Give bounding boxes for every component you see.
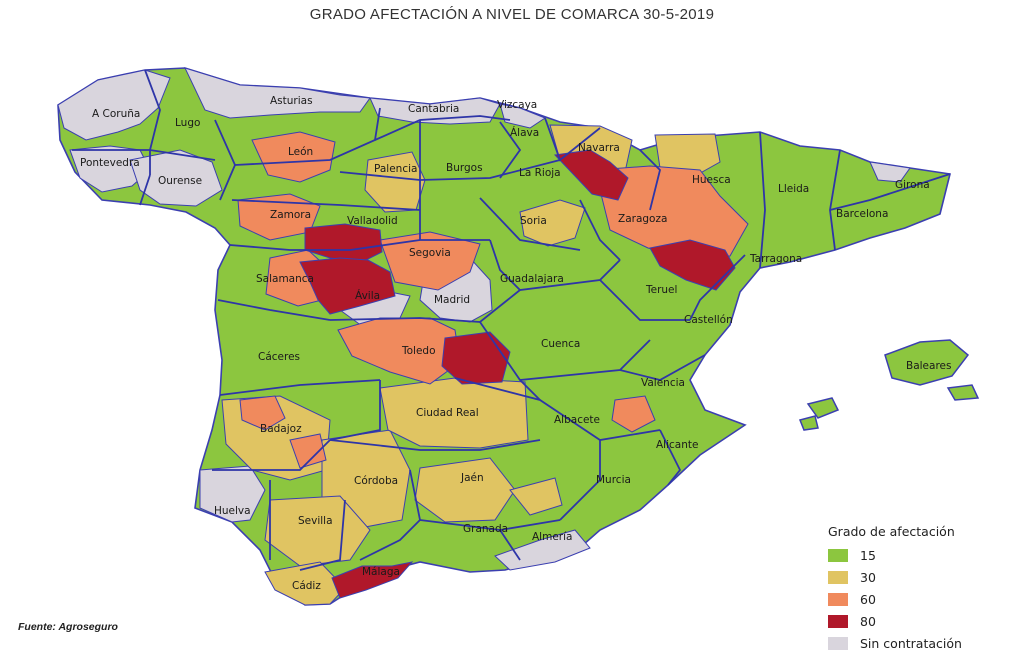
legend-label-15: 15 xyxy=(860,547,876,563)
label-cordoba: Córdoba xyxy=(354,475,398,487)
label-granada: Granada xyxy=(463,523,508,535)
label-avila: Ávila xyxy=(355,289,380,302)
label-valladolid: Valladolid xyxy=(347,215,398,227)
legend-item-30: 30 xyxy=(828,566,1018,588)
legend-item-sin-contratacion: Sin contratación xyxy=(828,632,1018,654)
label-murcia: Murcia xyxy=(596,474,631,486)
label-guadalajara: Guadalajara xyxy=(500,273,564,285)
legend-item-15: 15 xyxy=(828,544,1018,566)
label-baleares: Baleares xyxy=(906,360,951,372)
label-vizcaya: Vizcaya xyxy=(497,99,537,111)
map-legend: Grado de afectación 15 30 60 80 Sin cont… xyxy=(828,524,1018,654)
label-teruel: Teruel xyxy=(645,284,677,296)
source-note: Fuente: Agroseguro xyxy=(18,621,118,633)
legend-item-60: 60 xyxy=(828,588,1018,610)
province-labels: A Coruña Lugo Asturias Cantabria Vizcaya… xyxy=(80,95,951,592)
label-cadiz: Cádiz xyxy=(292,580,321,592)
label-la-rioja: La Rioja xyxy=(519,167,561,179)
legend-item-80: 80 xyxy=(828,610,1018,632)
legend-swatch-60 xyxy=(828,592,848,606)
legend-swatch-15 xyxy=(828,548,848,562)
legend-label-30: 30 xyxy=(860,569,876,585)
zones-level-30 xyxy=(221,124,721,606)
label-albacete: Albacete xyxy=(554,414,600,426)
label-leon: León xyxy=(288,146,313,158)
legend-label-sin-contratacion: Sin contratación xyxy=(860,635,962,651)
baleares-islands xyxy=(798,339,980,431)
label-alicante: Alicante xyxy=(656,439,698,451)
label-ciudad-real: Ciudad Real xyxy=(416,407,479,419)
label-cuenca: Cuenca xyxy=(541,338,580,350)
label-segovia: Segovia xyxy=(409,247,451,259)
label-huelva: Huelva xyxy=(214,505,251,517)
zones-level-80 xyxy=(299,149,736,599)
legend-swatch-80 xyxy=(828,614,848,628)
label-salamanca: Salamanca xyxy=(256,273,314,285)
label-huesca: Huesca xyxy=(692,174,731,186)
label-castellon: Castellón xyxy=(684,314,733,326)
label-asturias: Asturias xyxy=(270,95,313,107)
map-title: GRADO AFECTACIÓN A NIVEL DE COMARCA 30-5… xyxy=(309,6,715,23)
label-a-coruna: A Coruña xyxy=(92,108,140,120)
label-malaga: Málaga xyxy=(362,566,400,578)
label-cantabria: Cantabria xyxy=(408,103,459,115)
label-valencia: Valencia xyxy=(641,377,685,389)
label-navarra: Navarra xyxy=(578,142,620,154)
zones-level-60 xyxy=(237,131,749,469)
label-barcelona: Barcelona xyxy=(836,208,888,220)
label-lleida: Lleida xyxy=(778,183,809,195)
label-alava: Álava xyxy=(510,126,539,139)
label-zaragoza: Zaragoza xyxy=(618,213,667,225)
label-girona: Girona xyxy=(895,179,930,191)
label-burgos: Burgos xyxy=(446,162,483,174)
province-borders xyxy=(72,69,951,571)
legend-title: Grado de afectación xyxy=(828,524,955,539)
label-jaen: Jaén xyxy=(460,472,484,484)
label-toledo: Toledo xyxy=(401,345,436,357)
label-lugo: Lugo xyxy=(175,117,200,129)
label-sevilla: Sevilla xyxy=(298,515,333,527)
label-madrid: Madrid xyxy=(434,294,470,306)
label-caceres: Cáceres xyxy=(258,351,300,363)
label-zamora: Zamora xyxy=(270,209,311,221)
legend-swatch-30 xyxy=(828,570,848,584)
label-ourense: Ourense xyxy=(158,175,202,187)
label-soria: Soria xyxy=(520,215,547,227)
label-badajoz: Badajoz xyxy=(260,423,302,435)
label-palencia: Palencia xyxy=(374,163,417,175)
label-tarragona: Tarragona xyxy=(749,253,802,265)
legend-swatch-sin-contratacion xyxy=(828,636,848,650)
legend-label-60: 60 xyxy=(860,591,876,607)
legend-label-80: 80 xyxy=(860,613,876,629)
label-pontevedra: Pontevedra xyxy=(80,157,140,169)
label-almeria: Almería xyxy=(532,531,572,543)
